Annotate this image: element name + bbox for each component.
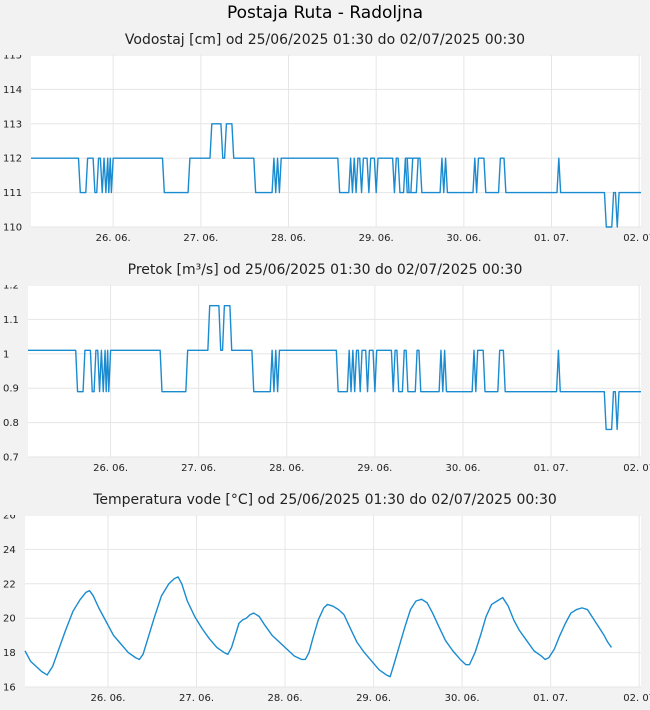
y-tick-label: 1.1 — [3, 315, 19, 326]
y-tick-label: 24 — [3, 545, 16, 556]
chart-temperatura: 16 18 20 22 24 26 26. 06. 27. 06. 28. 06. 29. 06.… — [3, 515, 650, 704]
x-tick-label: 27. 06. — [183, 233, 218, 244]
y-tick-label: 22 — [3, 579, 16, 590]
y-tick-label: 20 — [3, 614, 16, 625]
chart-title-temperatura: Temperatura vode [°C] od 25/06/2025 01:3… — [93, 492, 557, 508]
plot-area — [28, 285, 641, 457]
series-line — [31, 123, 641, 228]
y-tick-label: 114 — [3, 85, 22, 96]
y-tick-label: 0.7 — [3, 453, 19, 464]
x-tick-label: 29. 06. — [356, 693, 391, 704]
x-tick-label: 29. 06. — [359, 233, 394, 244]
page-title: Postaja Ruta - Radoljna — [226, 3, 424, 23]
x-tick-label: 28. 06. — [271, 233, 306, 244]
y-tick-label: 110 — [3, 223, 22, 234]
chart-vodostaj: 110 111 112 113 114 115 26. 06. 27. 06. 28. 06. 2… — [3, 55, 650, 244]
y-tick-label: 111 — [3, 188, 22, 199]
plot-area — [31, 55, 641, 227]
x-tick-label: 30. 06. — [445, 463, 480, 474]
plot-area — [25, 515, 641, 687]
x-tick-label: 27. 06. — [179, 693, 214, 704]
series-line — [24, 576, 613, 678]
x-tick-label: 30. 06. — [446, 233, 481, 244]
x-tick-label: 01. 07. — [534, 463, 569, 474]
y-tick-label: 112 — [3, 154, 22, 165]
x-tick-label: 29. 06. — [357, 463, 392, 474]
y-tick-label: 1.2 — [3, 285, 19, 292]
y-tick-label: 113 — [3, 119, 22, 130]
y-tick-label: 26 — [3, 515, 16, 522]
y-tick-label: 0.9 — [3, 384, 19, 395]
x-tick-label: 26. 06. — [96, 233, 131, 244]
chart-title-vodostaj: Vodostaj [cm] od 25/06/2025 01:30 do 02/… — [124, 32, 526, 48]
x-tick-label: 01. 07. — [533, 693, 568, 704]
y-tick-label: 115 — [3, 55, 22, 62]
series-line — [28, 304, 641, 431]
x-tick-label: 02. 07 — [623, 693, 650, 704]
x-tick-label: 27. 06. — [181, 463, 216, 474]
x-tick-label: 01. 07. — [534, 233, 569, 244]
chart-pretok: 0.7 0.8 0.9 1 1.1 1.2 26. 06. 27. 06. 28. 06. 29.… — [3, 285, 650, 474]
x-tick-label: 26. 06. — [93, 463, 128, 474]
chart-title-pretok: Pretok [m³/s] od 25/06/2025 01:30 do 02/… — [127, 262, 523, 278]
y-tick-label: 16 — [3, 683, 16, 694]
x-tick-label: 28. 06. — [268, 693, 303, 704]
x-tick-label: 30. 06. — [445, 693, 480, 704]
x-tick-label: 02. 07 — [623, 233, 650, 244]
x-tick-label: 02. 07 — [623, 463, 650, 474]
y-tick-label: 0.8 — [3, 418, 19, 429]
x-tick-label: 26. 06. — [90, 693, 125, 704]
y-tick-label: 1 — [3, 349, 9, 360]
y-tick-label: 18 — [3, 648, 16, 659]
x-tick-label: 28. 06. — [269, 463, 304, 474]
